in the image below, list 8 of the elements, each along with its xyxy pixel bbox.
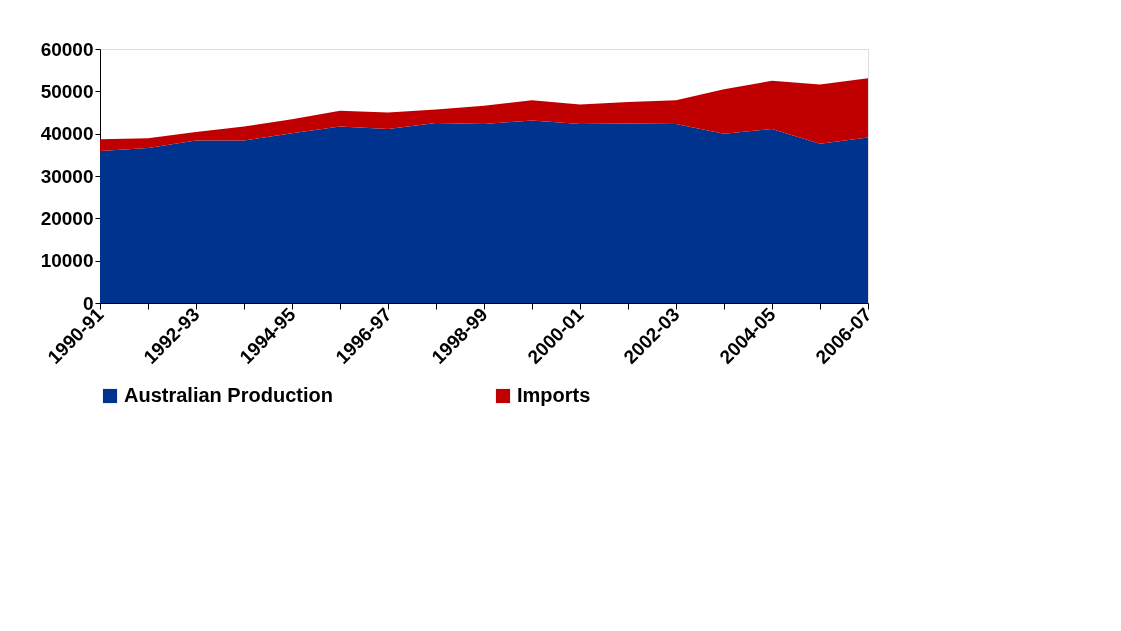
y-tick-label: 60000 bbox=[40, 38, 94, 60]
y-tick-label: 30000 bbox=[40, 165, 94, 187]
legend-label: Australian Production bbox=[124, 384, 333, 406]
y-tick-label: 10000 bbox=[40, 250, 94, 272]
y-tick-label: 20000 bbox=[40, 207, 94, 229]
y-tick-label: 50000 bbox=[40, 80, 94, 102]
legend-label: Imports bbox=[517, 384, 591, 406]
y-tick-label: 40000 bbox=[40, 123, 94, 145]
